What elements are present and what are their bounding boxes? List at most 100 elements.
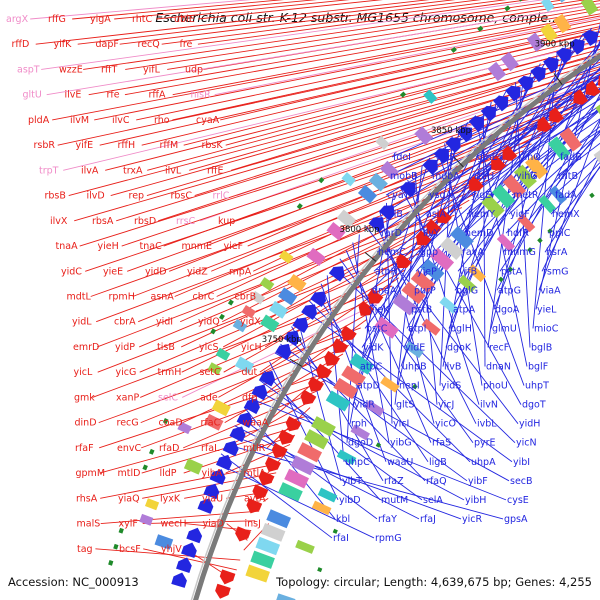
gene-leader-line: [262, 497, 269, 502]
forward-cds-arrow: [278, 429, 295, 445]
gene-label: mdtL: [67, 292, 92, 303]
inner-feature-block: [538, 194, 557, 214]
reverse-cds-arrow: [176, 557, 192, 573]
gene-label: trmH: [158, 367, 182, 378]
gene-leader-line: [100, 462, 281, 499]
gene-label: bglH: [450, 323, 472, 334]
gene-leader-line: [161, 0, 507, 45]
gene-label: hemC: [378, 247, 406, 258]
backbone-highlight: [190, 50, 600, 600]
gene-leader-line: [116, 72, 600, 222]
gene-label: fdoI: [393, 152, 411, 163]
gene-label: yicJ: [438, 400, 454, 411]
inner-feature-block: [559, 127, 582, 152]
gene-label: rrlC: [213, 191, 230, 202]
gene-label: rbsK: [202, 140, 224, 151]
gene-label: lyxK: [160, 493, 181, 504]
gene-label: dinD: [75, 418, 97, 429]
gene-leader-line: [172, 13, 600, 96]
gene-leader-line: [541, 153, 600, 272]
gene-label: yieP: [417, 266, 437, 277]
reverse-cds-arrow: [445, 137, 461, 153]
outer-feature-block: [414, 126, 434, 146]
gene-label: rfaJ: [420, 514, 436, 525]
reverse-cds-arrow: [378, 205, 395, 221]
gene-label: hemY: [468, 209, 495, 220]
marker-dash: [400, 91, 407, 98]
gene-leader-line: [198, 0, 383, 20]
marker-dash: [412, 384, 418, 390]
gene-label: wecH: [161, 519, 187, 530]
kbp-ticks: 4100 kbp4050 kbp4000 kbp3950 kbp3900 kbp…: [262, 40, 575, 367]
forward-cds-arrow: [219, 569, 236, 585]
forward-cds-arrow: [265, 456, 281, 472]
gene-label: rffM: [160, 140, 179, 151]
gene-leader-line: [46, 3, 600, 96]
gene-leader-line: [248, 397, 507, 501]
gene-leader-line: [253, 130, 549, 272]
inner-feature-block: [336, 449, 357, 465]
gene-leader-line: [234, 425, 420, 520]
reverse-cds-arrow: [492, 95, 509, 112]
gene-label: viaA: [540, 285, 561, 296]
gene-label: ilvN: [480, 400, 498, 411]
gene-leader-line: [189, 53, 600, 171]
kbp-tick-mark: [364, 252, 377, 262]
gene-label: udp: [185, 64, 203, 75]
forward-cds-arrow: [271, 443, 288, 459]
forward-cds-arrow: [316, 363, 332, 379]
gene-label: rph: [351, 419, 367, 430]
gene-label: mioC: [534, 323, 559, 334]
gene-leader-line: [385, 73, 600, 196]
gene-label: hisR: [191, 90, 212, 101]
gene-label: rfe: [107, 90, 120, 101]
gene-label: ppiC: [549, 228, 571, 239]
gene-leader-line: [124, 9, 600, 96]
forward-cds-arrow: [416, 230, 432, 246]
gene-label: yigF: [510, 209, 530, 220]
marker-dash: [113, 543, 119, 550]
forward-cds-arrow: [491, 155, 506, 171]
outer-feature-block: [553, 13, 572, 34]
gene-label: cbrB: [235, 292, 257, 303]
gene-label: rnpA: [229, 266, 252, 277]
gene-label: pstA: [501, 266, 523, 277]
reverse-cds-arrow: [203, 483, 220, 500]
gene-label: yiaQ: [118, 493, 140, 504]
gene-label: kbl: [336, 514, 350, 525]
gene-leader-line: [68, 54, 600, 197]
gene-leader-line: [263, 199, 470, 323]
gene-label: tnaC: [140, 241, 163, 252]
gene-label: rfaY: [378, 514, 397, 525]
gene-label: yicS: [199, 342, 219, 353]
inner-feature-block: [404, 341, 424, 359]
gene-label: rfaL: [201, 443, 220, 454]
outer-feature-block: [487, 61, 507, 82]
gene-label: yifL: [143, 64, 161, 75]
gene-label: ilvE: [65, 90, 82, 101]
gene-label: yicN: [516, 438, 537, 449]
reverse-cds-arrow: [275, 343, 292, 360]
outer-feature-block: [278, 249, 294, 264]
marker-dash: [375, 442, 382, 448]
inner-feature-block: [304, 429, 329, 450]
gene-label: ilvX: [50, 216, 68, 227]
gene-label: dgoD: [348, 438, 373, 449]
gene-label: rep: [129, 191, 145, 202]
gene-leader-line: [88, 6, 600, 96]
gene-label: rhlB: [384, 209, 403, 220]
marker-dash: [589, 192, 595, 199]
gene-leader-line: [114, 0, 318, 20]
gene-label: asnA: [151, 292, 175, 303]
gene-label: rffE: [207, 165, 223, 176]
marker-dash: [519, 0, 523, 2]
reverse-cds-arrow: [433, 148, 450, 164]
gene-leader-line: [105, 44, 600, 171]
gene-label: tag: [77, 544, 93, 555]
gene-label: rarD: [381, 228, 402, 239]
gene-label: selA: [423, 495, 443, 506]
gene-label: recQ: [138, 39, 160, 50]
gene-leader-line: [158, 75, 600, 222]
gene-leader-line: [41, 0, 545, 70]
gene-label: bglB: [531, 342, 552, 353]
